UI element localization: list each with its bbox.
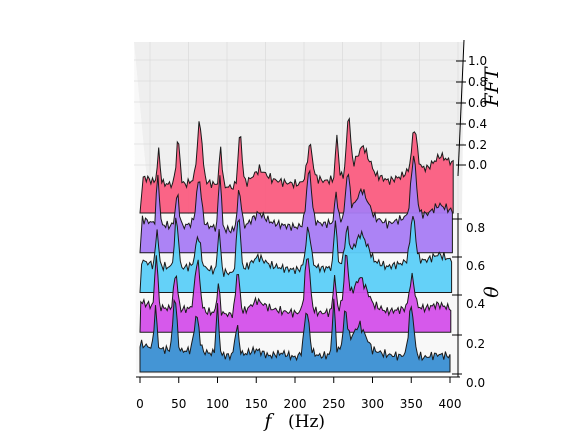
z-tick-label: 0.2: [468, 138, 487, 152]
z-tick-label: 0.4: [468, 117, 487, 131]
y-tick-label: 0.4: [466, 297, 485, 311]
y-tick-label: 0.8: [466, 221, 485, 235]
x-axis-variable: f: [262, 410, 274, 432]
z-tick-label: 0.8: [468, 75, 487, 89]
x-tick-label: 0: [136, 397, 144, 411]
z-axis-label: FFT: [481, 66, 503, 107]
x-tick-label: 350: [400, 397, 423, 411]
x-tick-label: 400: [439, 397, 462, 411]
z-tick-label: 0.0: [468, 158, 487, 172]
x-tick-label: 300: [361, 397, 384, 411]
series-area-theta-1: [139, 116, 454, 214]
x-tick-label: 200: [284, 397, 307, 411]
z-axis-line: [457, 39, 465, 177]
series-area-theta-0.2: [139, 298, 451, 373]
axes: 0 50 100 150 200 250 300 350 400 0.0 0.2 0.4 0.6 0.8 0…: [136, 39, 487, 411]
series-area-theta-0.6: [139, 215, 453, 293]
y-tick-label: 0.6: [466, 259, 485, 273]
series-layer: [139, 116, 454, 373]
back-wall: [134, 42, 464, 214]
x-tick-label: 50: [171, 397, 186, 411]
x-tick-label: 150: [245, 397, 268, 411]
z-tick-label: 1.0: [468, 54, 487, 68]
y-tick-label: 0.2: [466, 337, 485, 351]
z-tick-label: 0.6: [468, 96, 487, 110]
x-tick-label: 100: [206, 397, 229, 411]
x-tick-label: 250: [322, 397, 345, 411]
y-tick-label: 0.0: [466, 376, 485, 390]
y-axis-label: θ: [481, 286, 503, 298]
x-axis-unit: (Hz): [288, 412, 325, 432]
series-area-theta-0.8: [139, 155, 453, 254]
